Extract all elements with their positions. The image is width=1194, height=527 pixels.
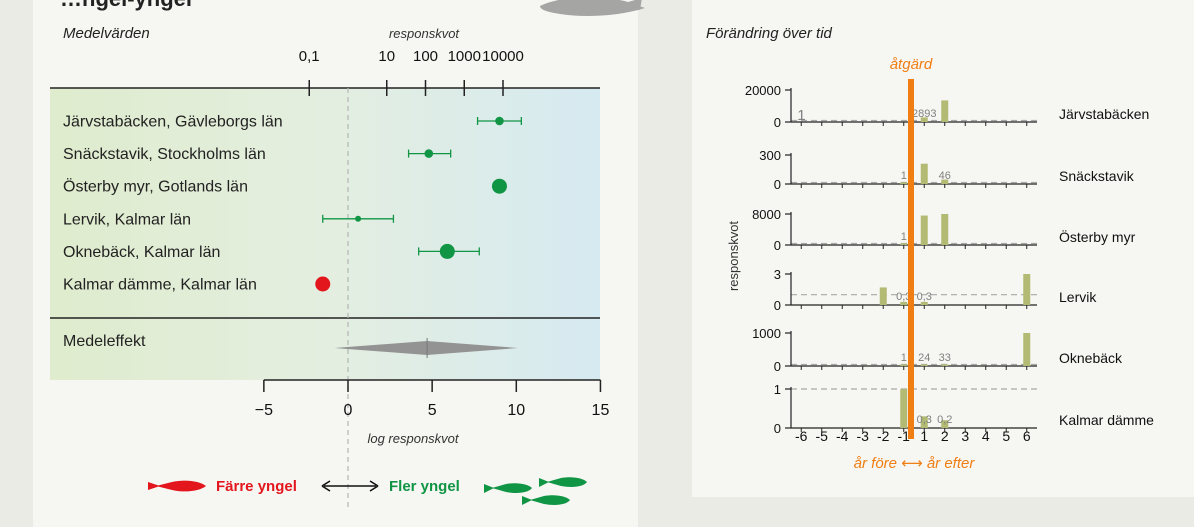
time-series-panel — [692, 0, 1194, 497]
forest-plot-panel — [33, 0, 638, 527]
